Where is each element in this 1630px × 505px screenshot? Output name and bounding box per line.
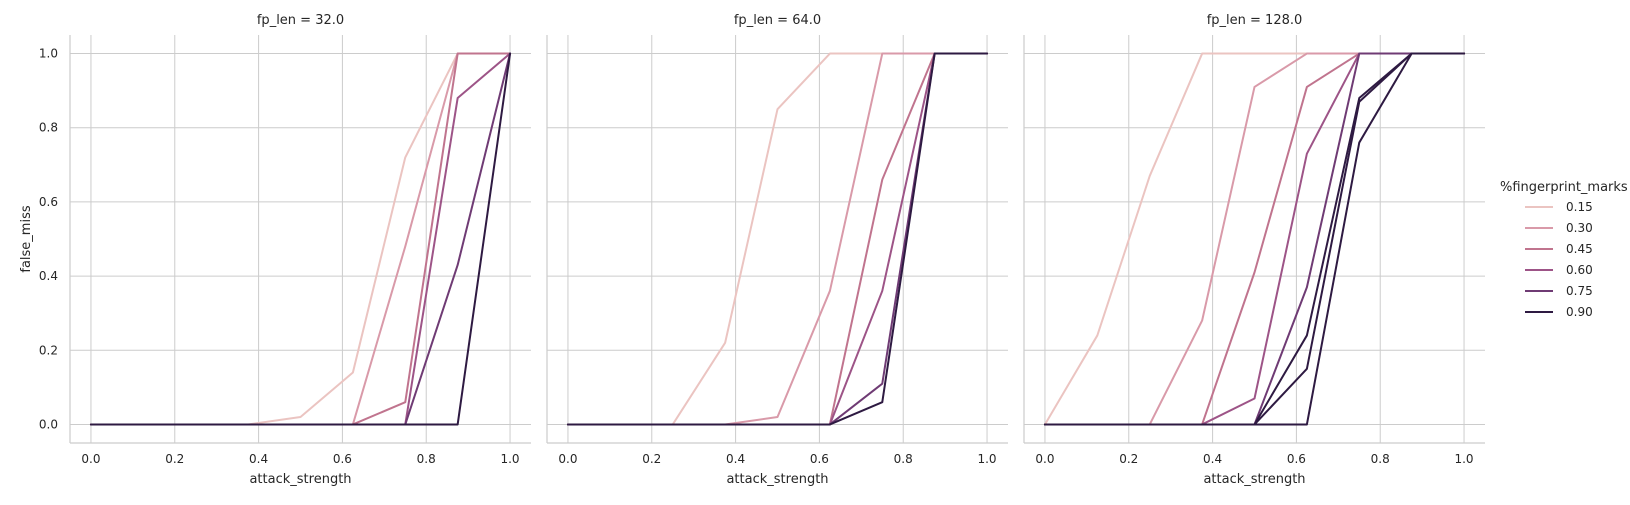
x-tick-label: 0.2 bbox=[1119, 452, 1138, 466]
x-tick-label: 0.0 bbox=[1035, 452, 1054, 466]
y-tick-label: 1.0 bbox=[39, 47, 58, 61]
facet-panel-3: 0.0 0.2 0.4 0.6 0.8 1.0 fp_len = 128.0 attack_s… bbox=[1023, 13, 1485, 487]
x-axis-title: attack_strength bbox=[726, 472, 828, 487]
series-line-0_90 bbox=[566, 52, 989, 426]
legend-title: %fingerprint_marks bbox=[1500, 180, 1628, 195]
series-line-0_90 bbox=[1043, 52, 1466, 426]
x-tick-label: 0.2 bbox=[165, 452, 184, 466]
legend-label: 0.15 bbox=[1566, 200, 1593, 214]
x-tick-label: 0.4 bbox=[1203, 452, 1222, 466]
series-line-0_60 bbox=[89, 52, 512, 426]
x-tick-label: 1.0 bbox=[500, 452, 519, 466]
series-line-0_45 bbox=[89, 52, 512, 426]
series-line-0_90 bbox=[1043, 52, 1466, 426]
y-tick-label: 0.6 bbox=[39, 195, 58, 209]
legend: %fingerprint_marks 0.15 0.30 0.45 0.60 0.75 0.… bbox=[1500, 180, 1628, 319]
x-axis-title: attack_strength bbox=[249, 472, 351, 487]
series-line-0_75 bbox=[89, 52, 512, 426]
legend-label: 0.30 bbox=[1566, 221, 1593, 235]
x-tick-label: 0.8 bbox=[417, 452, 436, 466]
facet-panel-1: 0.0 0.2 0.4 0.6 0.8 1.0 0.0 0.2 0.4 0.6 0.8 1.0 fp_l… bbox=[19, 13, 531, 487]
x-tick-label: 0.8 bbox=[1371, 452, 1390, 466]
y-tick-label: 0.0 bbox=[39, 417, 58, 431]
legend-label: 0.45 bbox=[1566, 242, 1593, 256]
x-tick-label: 0.2 bbox=[642, 452, 661, 466]
series-line-0_15 bbox=[566, 52, 989, 426]
series-line-0_30 bbox=[89, 52, 512, 426]
y-tick-label: 0.4 bbox=[39, 269, 58, 283]
legend-label: 0.75 bbox=[1566, 284, 1593, 298]
series-line-0_90 bbox=[89, 52, 512, 426]
series-line-0_30 bbox=[1043, 52, 1466, 426]
x-tick-label: 0.0 bbox=[81, 452, 100, 466]
x-tick-label: 0.0 bbox=[558, 452, 577, 466]
legend-label: 0.60 bbox=[1566, 263, 1593, 277]
panel-title: fp_len = 64.0 bbox=[734, 13, 821, 28]
x-tick-label: 0.6 bbox=[810, 452, 829, 466]
x-tick-label: 0.4 bbox=[726, 452, 745, 466]
series-line-0_45 bbox=[1043, 52, 1466, 426]
series-line-0_60 bbox=[1043, 52, 1466, 426]
x-tick-label: 1.0 bbox=[1454, 452, 1473, 466]
x-tick-label: 0.6 bbox=[333, 452, 352, 466]
legend-label: 0.90 bbox=[1566, 305, 1593, 319]
series-line-0_75 bbox=[1043, 52, 1466, 426]
series-line-0_15 bbox=[89, 52, 512, 426]
panel-title: fp_len = 128.0 bbox=[1207, 13, 1303, 28]
series-line-0_90 bbox=[1043, 52, 1466, 426]
y-axis-title: false_miss bbox=[19, 205, 34, 272]
x-axis-title: attack_strength bbox=[1203, 472, 1305, 487]
facet-panel-2: 0.0 0.2 0.4 0.6 0.8 1.0 fp_len = 64.0 attack_st… bbox=[546, 13, 1008, 487]
x-tick-label: 0.8 bbox=[894, 452, 913, 466]
y-tick-label: 0.8 bbox=[39, 121, 58, 135]
x-tick-label: 0.6 bbox=[1287, 452, 1306, 466]
y-tick-label: 0.2 bbox=[39, 343, 58, 357]
x-tick-label: 1.0 bbox=[977, 452, 996, 466]
panel-title: fp_len = 32.0 bbox=[257, 13, 344, 28]
series-line-0_15 bbox=[1043, 52, 1466, 426]
x-tick-label: 0.4 bbox=[249, 452, 268, 466]
